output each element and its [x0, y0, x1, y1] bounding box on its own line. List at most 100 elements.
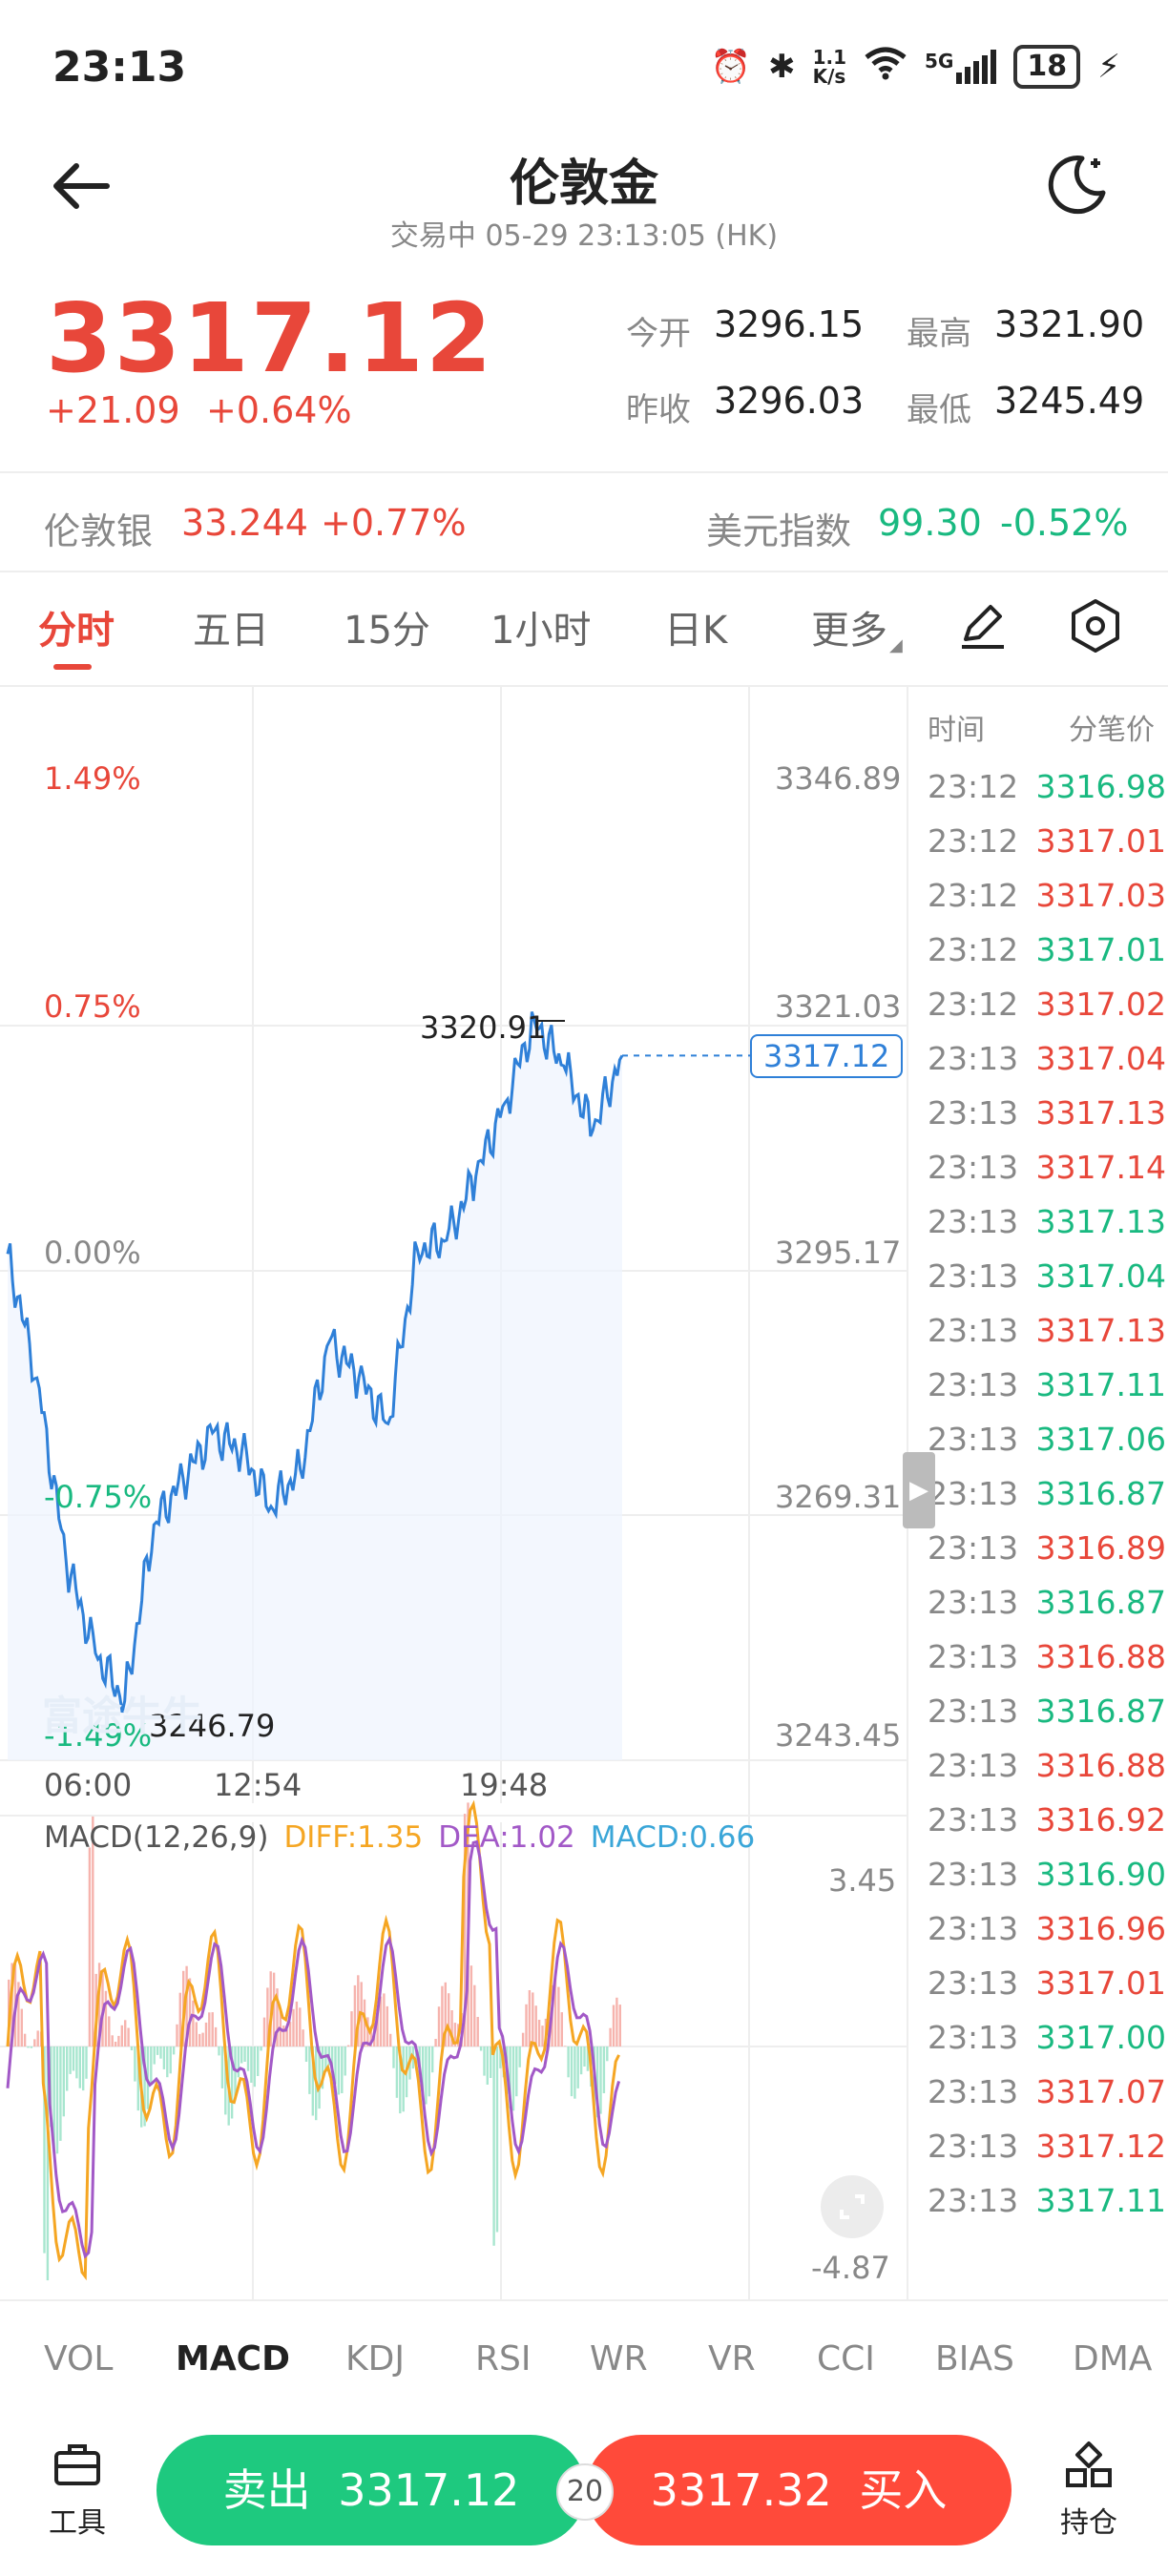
tick-price: 3317.03: [1035, 877, 1166, 914]
macd-bar: [473, 1984, 476, 2046]
macd-bar: [586, 2046, 590, 2071]
indicator-wr[interactable]: WR: [590, 2339, 648, 2379]
tick-price: 3317.01: [1035, 1964, 1166, 2002]
related-silver-name[interactable]: 伦敦银: [44, 510, 154, 552]
indicator-bias[interactable]: BIAS: [935, 2339, 1014, 2379]
macd-bar: [334, 2046, 337, 2085]
macd-bar: [178, 1992, 181, 2046]
macd-bar: [201, 2032, 204, 2046]
tab-intraday[interactable]: 分时: [38, 609, 115, 653]
macd-bar: [463, 1814, 467, 2046]
prev-close-value: 3296.03: [714, 380, 865, 422]
macd-bar: [509, 2046, 511, 2109]
tick-row: 23:13 3317.01: [928, 1964, 1166, 2019]
macd-bar: [104, 1990, 108, 2046]
macd-bar: [69, 2046, 72, 2074]
tick-time: 23:13: [928, 2073, 1019, 2110]
tick-time: 23:13: [928, 1040, 1019, 1077]
macd-bar: [553, 1978, 557, 2046]
related-silver-pct: +0.77%: [321, 502, 467, 544]
tick-price: 3317.01: [1035, 931, 1166, 968]
indicator-macd[interactable]: MACD: [176, 2339, 290, 2379]
tab-15min[interactable]: 15分: [344, 609, 430, 653]
tick-row: 23:13 3316.87: [928, 1584, 1166, 1638]
macd-bar: [570, 2046, 574, 2097]
tick-price: 3317.13: [1035, 1203, 1166, 1240]
collapse-tick-panel-button[interactable]: ▶: [903, 1452, 935, 1528]
fullscreen-button[interactable]: [821, 2175, 884, 2238]
indicator-rsi[interactable]: RSI: [475, 2339, 532, 2379]
buy-button[interactable]: 3317.32 买入: [586, 2435, 1012, 2545]
intraday-chart[interactable]: 1.49% 0.75% 0.00% -0.75% -1.49% 3346.89 …: [0, 687, 907, 2299]
macd-bar: [62, 2046, 65, 2117]
price-label-bottom: 3243.45: [775, 1717, 902, 1754]
macd-bar: [383, 1993, 386, 2046]
macd-title: MACD(12,26,9): [44, 1820, 269, 1855]
tools-button[interactable]: 工具: [25, 2438, 130, 2541]
macd-bar: [282, 2025, 285, 2046]
tick-row: 23:12 3317.02: [928, 986, 1166, 1040]
macd-bar: [579, 2046, 583, 2075]
tick-price: 3317.11: [1035, 1366, 1166, 1403]
indicator-vr[interactable]: VR: [708, 2339, 756, 2379]
indicator-vol[interactable]: VOL: [44, 2339, 114, 2379]
indicator-dma[interactable]: DMA: [1073, 2339, 1153, 2379]
sell-button[interactable]: 卖出 3317.12: [156, 2435, 586, 2545]
tick-price: 3316.96: [1035, 1910, 1166, 1947]
tick-time: 23:13: [928, 2128, 1019, 2165]
macd-bar: [564, 2046, 566, 2047]
macd-bar: [150, 2046, 153, 2086]
positions-button[interactable]: 持仓: [1036, 2438, 1141, 2541]
macd-bar: [392, 2046, 395, 2068]
macd-bar: [23, 2033, 27, 2046]
tick-price: 3316.88: [1035, 1747, 1166, 1784]
alarm-icon: ⏰: [710, 48, 752, 86]
macd-bar: [240, 2046, 243, 2064]
tab-daily-k[interactable]: 日K: [664, 609, 728, 653]
macd-bar: [88, 1847, 92, 2046]
macd-bar: [20, 2008, 23, 2046]
page-title: 伦敦金: [509, 156, 658, 213]
macd-bar: [111, 2035, 114, 2046]
settings-hexagon-icon: [1072, 599, 1119, 653]
tab-1hour[interactable]: 1小时: [490, 609, 592, 653]
related-dxy-name[interactable]: 美元指数: [706, 510, 852, 552]
tick-price: 3316.87: [1035, 1693, 1166, 1730]
macd-bar: [260, 2046, 262, 2051]
draw-tool-button[interactable]: [956, 597, 1010, 654]
tab-five-day[interactable]: 五日: [193, 609, 269, 653]
macd-bar: [188, 1978, 192, 2046]
macd-bar: [97, 1963, 101, 2046]
macd-legend[interactable]: MACD(12,26,9) DIFF:1.35 DEA:1.02 MACD:0.…: [44, 1820, 755, 1855]
macd-bar: [357, 1975, 360, 2046]
tab-more[interactable]: 更多: [811, 609, 887, 653]
macd-bar: [350, 2011, 353, 2046]
indicator-kdj[interactable]: KDJ: [345, 2339, 405, 2379]
macd-bar: [257, 2046, 260, 2076]
macd-bar: [75, 2046, 78, 2079]
pct-label-top: 1.49%: [44, 760, 141, 797]
sell-label: 卖出: [222, 2464, 311, 2516]
open-value: 3296.15: [714, 303, 865, 345]
macd-bar: [120, 2025, 123, 2046]
macd-bar: [230, 2046, 234, 2119]
macd-bar: [82, 2046, 85, 2091]
night-mode-button[interactable]: [1044, 151, 1120, 227]
tick-time: 23:13: [928, 1475, 1019, 1512]
back-button[interactable]: [48, 153, 124, 229]
macd-bar: [172, 2046, 176, 2055]
macd-bar: [92, 1816, 94, 2046]
tick-time: 23:13: [928, 1910, 1019, 1947]
macd-bar: [224, 2046, 227, 2115]
high-label: 最高: [907, 315, 971, 353]
related-dxy-value: 99.30: [878, 502, 982, 544]
macd-diff-value: DIFF:1.35: [283, 1820, 424, 1855]
indicator-cci[interactable]: CCI: [817, 2339, 875, 2379]
tick-list[interactable]: 时间 分笔价 23:12 3316.98 23:12 3317.01 23:12 3317…: [907, 687, 1168, 2299]
macd-bar: [515, 2046, 518, 2097]
tick-time: 23:12: [928, 768, 1019, 805]
macd-bar: [162, 2046, 166, 2069]
tick-row: 23:12 3317.01: [928, 822, 1166, 877]
chart-settings-button[interactable]: [1067, 597, 1124, 658]
macd-bar: [389, 2033, 392, 2046]
